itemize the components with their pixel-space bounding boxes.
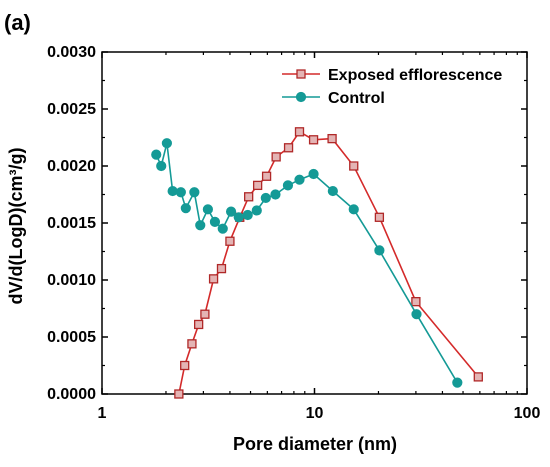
axes	[102, 52, 527, 394]
data-point	[252, 206, 261, 215]
data-point	[218, 224, 227, 233]
legend-marker	[296, 92, 305, 101]
y-tick-label: 0.0005	[47, 329, 96, 346]
data-point	[254, 181, 262, 189]
data-point	[412, 310, 421, 319]
data-point	[188, 340, 196, 348]
data-point	[157, 161, 166, 170]
y-tick-label: 0.0020	[47, 158, 96, 175]
legend-label: Control	[328, 90, 385, 107]
data-point	[263, 172, 271, 180]
data-point	[243, 210, 252, 219]
x-tick-label: 10	[306, 405, 324, 422]
legend-item: Control	[282, 90, 385, 107]
data-point	[295, 175, 304, 184]
data-point	[234, 213, 243, 222]
series-exposed-efflorescence	[175, 128, 482, 398]
data-point	[261, 193, 270, 202]
y-tick-label: 0.0000	[47, 386, 96, 403]
legend: Exposed efflorescence Control	[282, 67, 502, 107]
data-point	[474, 373, 482, 381]
series-line	[179, 132, 478, 394]
data-point	[176, 188, 185, 197]
data-point	[175, 390, 183, 398]
data-point	[181, 362, 189, 370]
data-point	[310, 136, 318, 144]
x-tick-label: 1	[98, 405, 107, 422]
data-point	[201, 310, 209, 318]
data-point	[328, 186, 337, 195]
data-point	[152, 150, 161, 159]
data-point	[181, 204, 190, 213]
data-point	[271, 190, 280, 199]
data-point	[375, 213, 383, 221]
plot-frame	[102, 52, 527, 394]
y-tick-label: 0.0015	[47, 215, 96, 232]
data-point	[296, 128, 304, 136]
data-point	[203, 205, 212, 214]
data-point	[217, 265, 225, 273]
panel-label: (a)	[4, 10, 31, 35]
data-point	[195, 320, 203, 328]
data-point	[309, 169, 318, 178]
data-point	[453, 378, 462, 387]
series-layer	[152, 128, 483, 398]
data-point	[283, 181, 292, 190]
x-axis-label: Pore diameter (nm)	[233, 434, 397, 454]
data-point	[245, 193, 253, 201]
data-point	[328, 135, 336, 143]
legend-marker	[297, 70, 305, 78]
legend-label: Exposed efflorescence	[328, 67, 502, 84]
data-point	[285, 144, 293, 152]
data-point	[350, 162, 358, 170]
tick-marks	[102, 52, 527, 394]
series-control	[152, 139, 462, 388]
data-point	[210, 217, 219, 226]
y-tick-label: 0.0010	[47, 272, 96, 289]
y-axis-label: dV/d(LogD)(cm³/g)	[6, 148, 26, 305]
data-point	[272, 153, 280, 161]
tick-labels: 0.0000 0.0005 0.0010 0.0015 0.0020 0.0025 0.00…	[47, 44, 540, 422]
data-point	[375, 246, 384, 255]
y-tick-label: 0.0030	[47, 44, 96, 61]
series-line	[156, 143, 457, 382]
legend-item: Exposed efflorescence	[282, 67, 502, 84]
data-point	[349, 205, 358, 214]
data-point	[210, 275, 218, 283]
data-point	[162, 139, 171, 148]
y-tick-label: 0.0025	[47, 101, 96, 118]
data-point	[226, 237, 234, 245]
data-point	[412, 298, 420, 306]
data-point	[190, 188, 199, 197]
data-point	[196, 221, 205, 230]
data-point	[168, 186, 177, 195]
x-tick-label: 100	[514, 405, 541, 422]
